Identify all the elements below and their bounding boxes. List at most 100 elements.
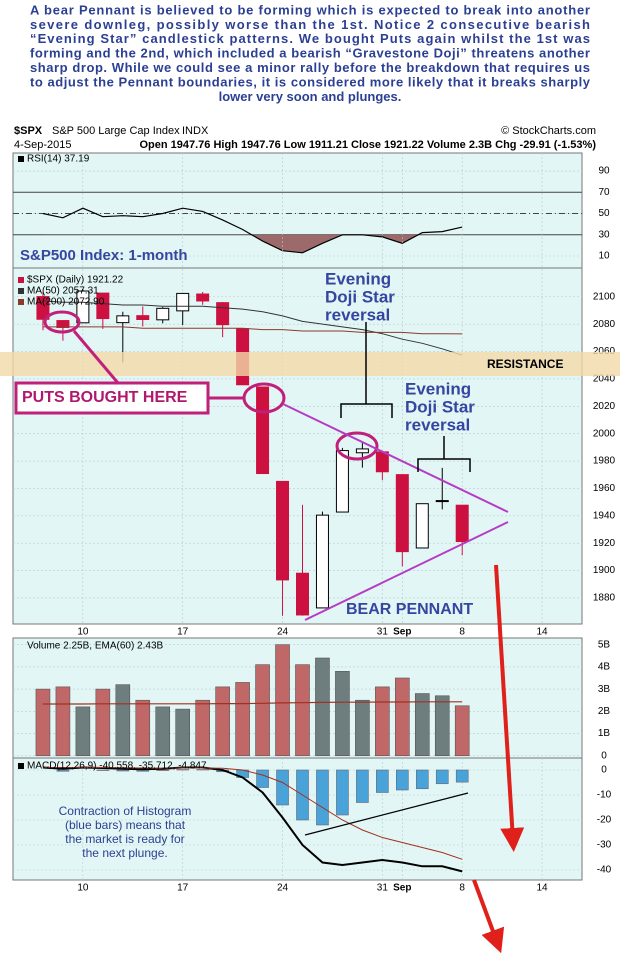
volume-bar bbox=[175, 708, 191, 757]
legend-swatch bbox=[18, 156, 24, 162]
down-arrow bbox=[472, 879, 505, 954]
y-tick-label: 2B bbox=[598, 706, 611, 717]
y-tick-label: 1900 bbox=[593, 565, 616, 576]
volume-bar bbox=[215, 686, 230, 757]
candle-body bbox=[295, 572, 309, 616]
x-tick-label: 31 bbox=[377, 627, 389, 638]
y-tick-label: 90 bbox=[598, 166, 610, 177]
y-tick-label: 1920 bbox=[593, 538, 616, 549]
y-tick-label: 1880 bbox=[593, 593, 616, 604]
volume-bar bbox=[235, 682, 250, 757]
annotation: Doji Star bbox=[325, 287, 395, 306]
moving-average bbox=[42, 300, 463, 356]
y-tick-label: 1940 bbox=[593, 510, 616, 521]
candle-body bbox=[156, 307, 170, 321]
y-tick-label: 30 bbox=[598, 229, 610, 240]
stats: Open 1947.76 High 1947.76 Low 1911.21 Cl… bbox=[139, 139, 596, 151]
macd-line bbox=[42, 766, 463, 873]
volume-bar bbox=[454, 705, 470, 757]
candle-body bbox=[435, 500, 449, 503]
annotation: Evening bbox=[325, 269, 391, 288]
pennant-line bbox=[304, 521, 509, 621]
legend-entry: MA(50) 2057.31 bbox=[27, 286, 99, 297]
index-name: S&P 500 Large Cap Index bbox=[52, 125, 180, 137]
annotation: PUTS BOUGHT HERE bbox=[22, 389, 188, 406]
candle-body bbox=[56, 320, 70, 328]
histogram-bar bbox=[176, 769, 190, 771]
histogram-bar bbox=[336, 769, 349, 816]
volume-bar bbox=[195, 699, 210, 757]
y-tick-label: 1960 bbox=[593, 483, 616, 494]
circle-highlight bbox=[43, 310, 81, 334]
y-tick-label: -40 bbox=[597, 865, 612, 876]
date: 4-Sep-2015 bbox=[14, 139, 72, 151]
histogram-bar bbox=[415, 769, 429, 790]
legend-swatch bbox=[18, 288, 24, 294]
legend-swatch bbox=[18, 763, 24, 769]
x-tick-label: 8 bbox=[459, 627, 465, 638]
candle-body bbox=[395, 474, 409, 553]
volume-bar bbox=[295, 664, 310, 757]
histogram-bar bbox=[376, 769, 389, 793]
volume-bar bbox=[395, 677, 410, 757]
candle-body bbox=[415, 503, 429, 549]
intro-text: A bear Pennant is believed to be forming… bbox=[30, 2, 591, 103]
x-tick-label: 17 bbox=[177, 627, 189, 638]
legend-entry: MACD(12,26,9) -40.558, -35.712, -4.847 bbox=[27, 761, 207, 772]
y-tick-label: 1B bbox=[598, 728, 611, 739]
volume-bar bbox=[355, 699, 370, 757]
candle-body bbox=[335, 450, 349, 513]
volume-bar bbox=[434, 695, 450, 757]
candle-body bbox=[136, 315, 150, 320]
y-tick-label: 70 bbox=[598, 187, 610, 198]
y-tick-label: -10 bbox=[597, 790, 612, 801]
intro-line: to adjust the Pennant boundaries, it is … bbox=[30, 74, 591, 89]
y-tick-label: 0 bbox=[601, 750, 607, 761]
puts-box bbox=[14, 381, 210, 415]
moving-average bbox=[42, 326, 463, 335]
candle-body bbox=[76, 290, 90, 324]
symbol: $SPX bbox=[14, 125, 43, 137]
down-arrow bbox=[494, 564, 525, 852]
candle-body bbox=[455, 504, 469, 543]
volume-bar bbox=[55, 686, 71, 757]
intro-line: severe downleg, possibly worse than the … bbox=[30, 17, 590, 32]
y-tick-label: 0 bbox=[601, 765, 607, 776]
annotation: Doji Star bbox=[405, 397, 475, 416]
candle-body bbox=[216, 302, 230, 326]
x-tick-label: 14 bbox=[537, 883, 549, 894]
intro-line: sharp drop. While we could see a minor r… bbox=[30, 60, 590, 75]
histogram-bar bbox=[96, 769, 110, 771]
volume-bar bbox=[35, 688, 51, 757]
y-tick-label: -30 bbox=[597, 840, 612, 851]
y-tick-label: 2100 bbox=[593, 291, 616, 302]
volume-bar bbox=[155, 706, 171, 757]
y-tick-label: 2000 bbox=[593, 428, 616, 439]
volume-bar bbox=[255, 664, 270, 757]
rsi-line bbox=[42, 207, 463, 254]
y-tick-label: 4B bbox=[598, 662, 611, 673]
legend-entry: Volume 2.25B, EMA(60) 2.43B bbox=[27, 641, 164, 652]
candle-body bbox=[355, 448, 369, 454]
legend-entry: RSI(14) 37.19 bbox=[27, 154, 90, 165]
volume-bar bbox=[75, 706, 91, 757]
y-tick-label: 5B bbox=[598, 639, 611, 650]
annotation-shapes bbox=[0, 310, 620, 954]
legend-entry: $SPX (Daily) 1921.22 bbox=[27, 275, 124, 286]
x-tick-label: 8 bbox=[459, 883, 465, 894]
candle-body bbox=[196, 293, 210, 302]
y-tick-label: -20 bbox=[597, 815, 612, 826]
plot-area: 10 30 50 70 90 RSI(14) 37.19 1880 1900 1920 1940 1… bbox=[12, 152, 616, 894]
ema-line bbox=[42, 701, 463, 705]
x-tick-label: Sep bbox=[393, 627, 411, 638]
annotation: (blue bars) means that bbox=[65, 818, 186, 832]
candle-body bbox=[176, 292, 190, 312]
histogram-bar bbox=[356, 769, 369, 803]
annotation: RESISTANCE bbox=[487, 357, 563, 371]
annotation: reversal bbox=[405, 415, 470, 434]
histogram-bar bbox=[116, 769, 130, 772]
volume-bar bbox=[275, 644, 290, 757]
histogram-bar bbox=[435, 769, 449, 785]
histogram-bar bbox=[256, 769, 269, 788]
intro-line: forming and the 2nd, which included a be… bbox=[30, 46, 590, 61]
